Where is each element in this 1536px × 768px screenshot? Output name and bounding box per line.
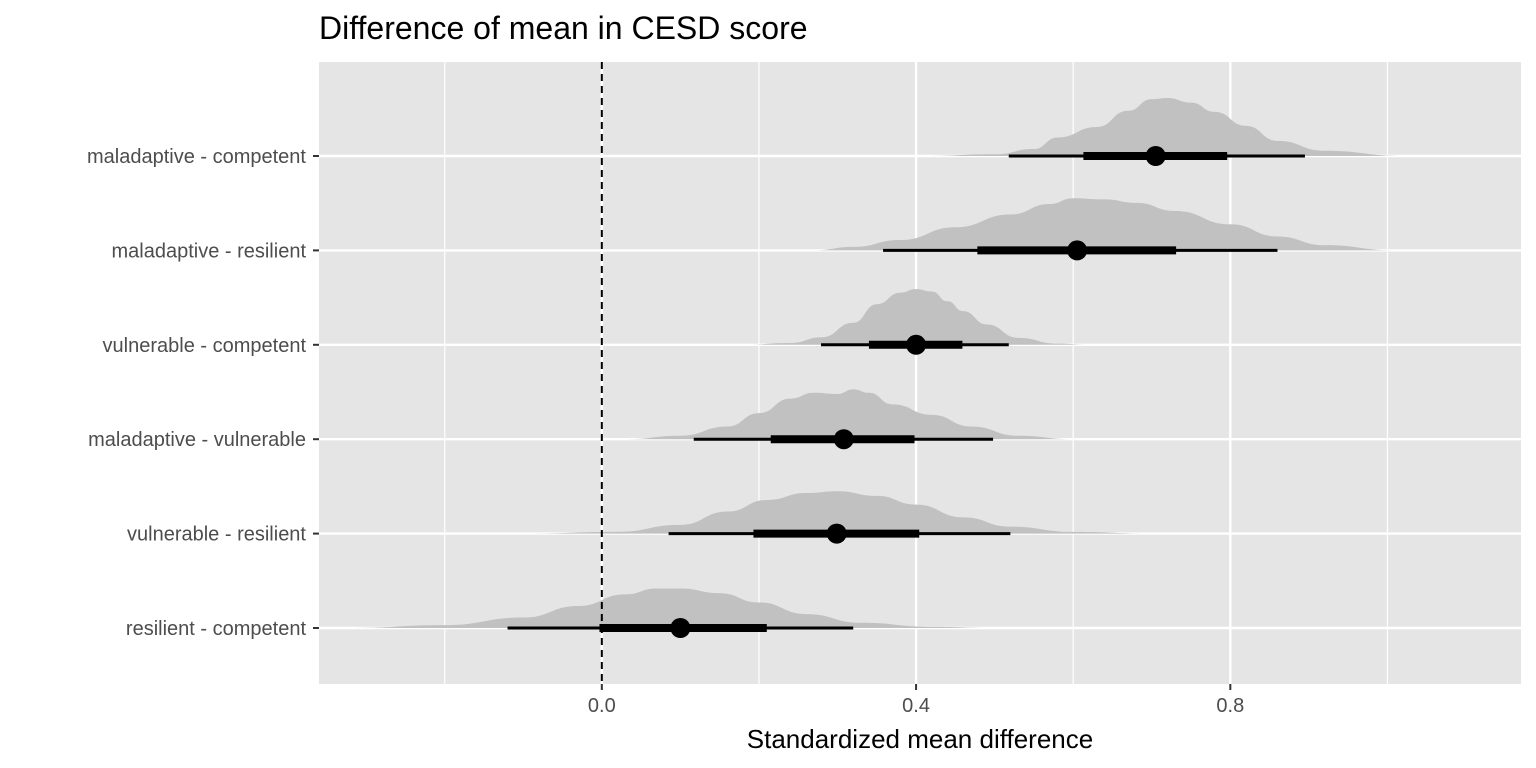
y-axis: maladaptive - competent maladaptive - res… (87, 146, 319, 640)
interval-layer (507, 146, 1305, 638)
median-point-maladaptive-resilient (1067, 240, 1088, 261)
y-tick-label: vulnerable - resilient (127, 524, 306, 546)
median-point-maladaptive-competent (1145, 146, 1166, 166)
density-layer (350, 98, 1404, 628)
chart-title: Difference of mean in CESD score (319, 10, 808, 46)
density-maladaptive-vulnerable (625, 389, 1074, 440)
density-vulnerable-resilient (523, 491, 1152, 534)
median-point-vulnerable-resilient (826, 523, 847, 544)
y-tick-label: vulnerable - competent (103, 335, 307, 357)
x-axis: 0.0 0.4 0.8 (588, 684, 1244, 717)
median-point-maladaptive-vulnerable (833, 429, 854, 450)
y-tick-label: resilient - competent (126, 618, 307, 640)
plot-panel (319, 62, 1521, 684)
y-tick-label: maladaptive - vulnerable (88, 429, 306, 451)
density-maladaptive-competent (923, 98, 1404, 156)
y-tick-label: maladaptive - competent (87, 146, 306, 168)
x-tick-label: 0.0 (588, 695, 616, 717)
median-point-resilient-competent (670, 618, 691, 638)
x-tick-label: 0.4 (902, 695, 930, 717)
density-resilient-competent (350, 588, 995, 628)
density-vulnerable-competent (743, 289, 1089, 345)
median-point-vulnerable-competent (906, 334, 927, 355)
x-axis-label: Standardized mean difference (747, 724, 1093, 754)
density-maladaptive-resilient (813, 198, 1396, 251)
y-tick-label: maladaptive - resilient (111, 240, 306, 262)
x-tick-label: 0.8 (1216, 695, 1244, 717)
minor-gridlines (444, 62, 1389, 684)
